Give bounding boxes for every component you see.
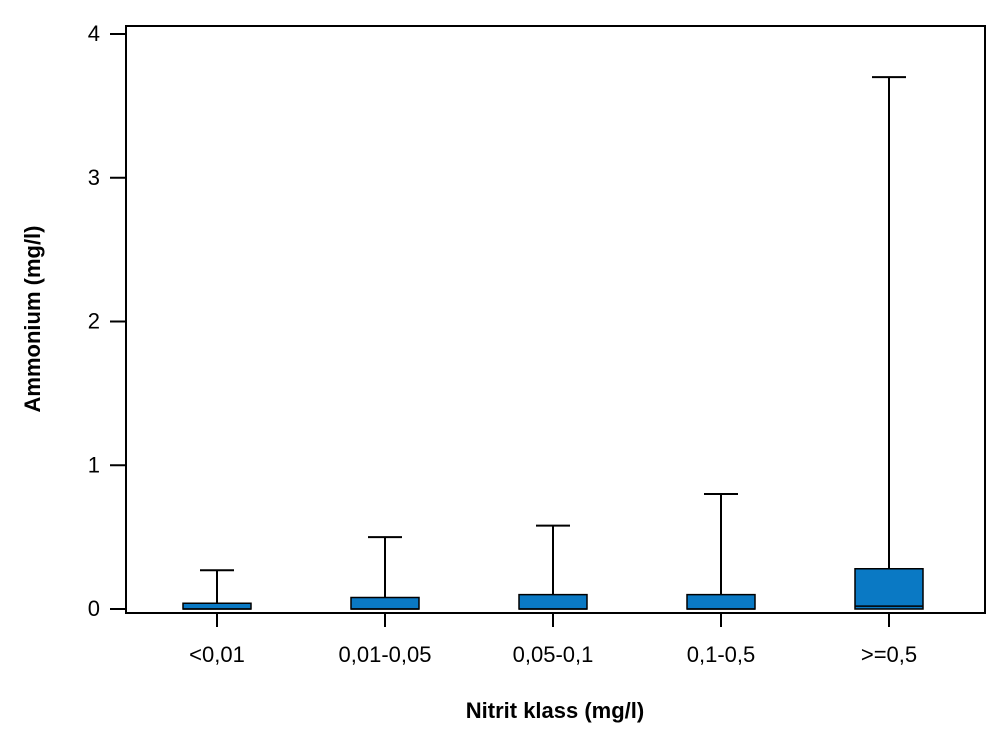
x-tick-label: 0,01-0,05: [339, 642, 432, 667]
y-tick-label: 4: [88, 21, 100, 46]
y-axis-title: Ammonium (mg/l): [20, 226, 45, 413]
y-tick-label: 3: [88, 165, 100, 190]
boxes: [182, 76, 924, 610]
box-group: [686, 493, 756, 610]
plot-frame: [125, 25, 986, 614]
box-body: [518, 593, 588, 610]
x-tick-label: 0,1-0,5: [687, 642, 756, 667]
box-body: [350, 596, 420, 610]
box-body: [686, 593, 756, 610]
x-axis-title: Nitrit klass (mg/l): [466, 698, 644, 723]
box-group: [854, 76, 924, 610]
y-axis: 0 1 2 3 4: [88, 21, 126, 621]
y-tick-label: 2: [88, 309, 100, 334]
x-tick-label: 0,05-0,1: [513, 642, 594, 667]
box-group: [518, 524, 588, 610]
box-body: [854, 568, 924, 610]
box-body: [182, 602, 252, 610]
box-group: [182, 569, 252, 610]
x-tick-label: <0,01: [189, 642, 245, 667]
y-tick-label: 0: [88, 596, 100, 621]
y-tick-label: 1: [88, 452, 100, 477]
x-axis: <0,01 0,01-0,05 0,05-0,1 0,1-0,5 >=0,5: [189, 613, 917, 667]
x-tick-label: >=0,5: [861, 642, 917, 667]
box-group: [350, 536, 420, 610]
